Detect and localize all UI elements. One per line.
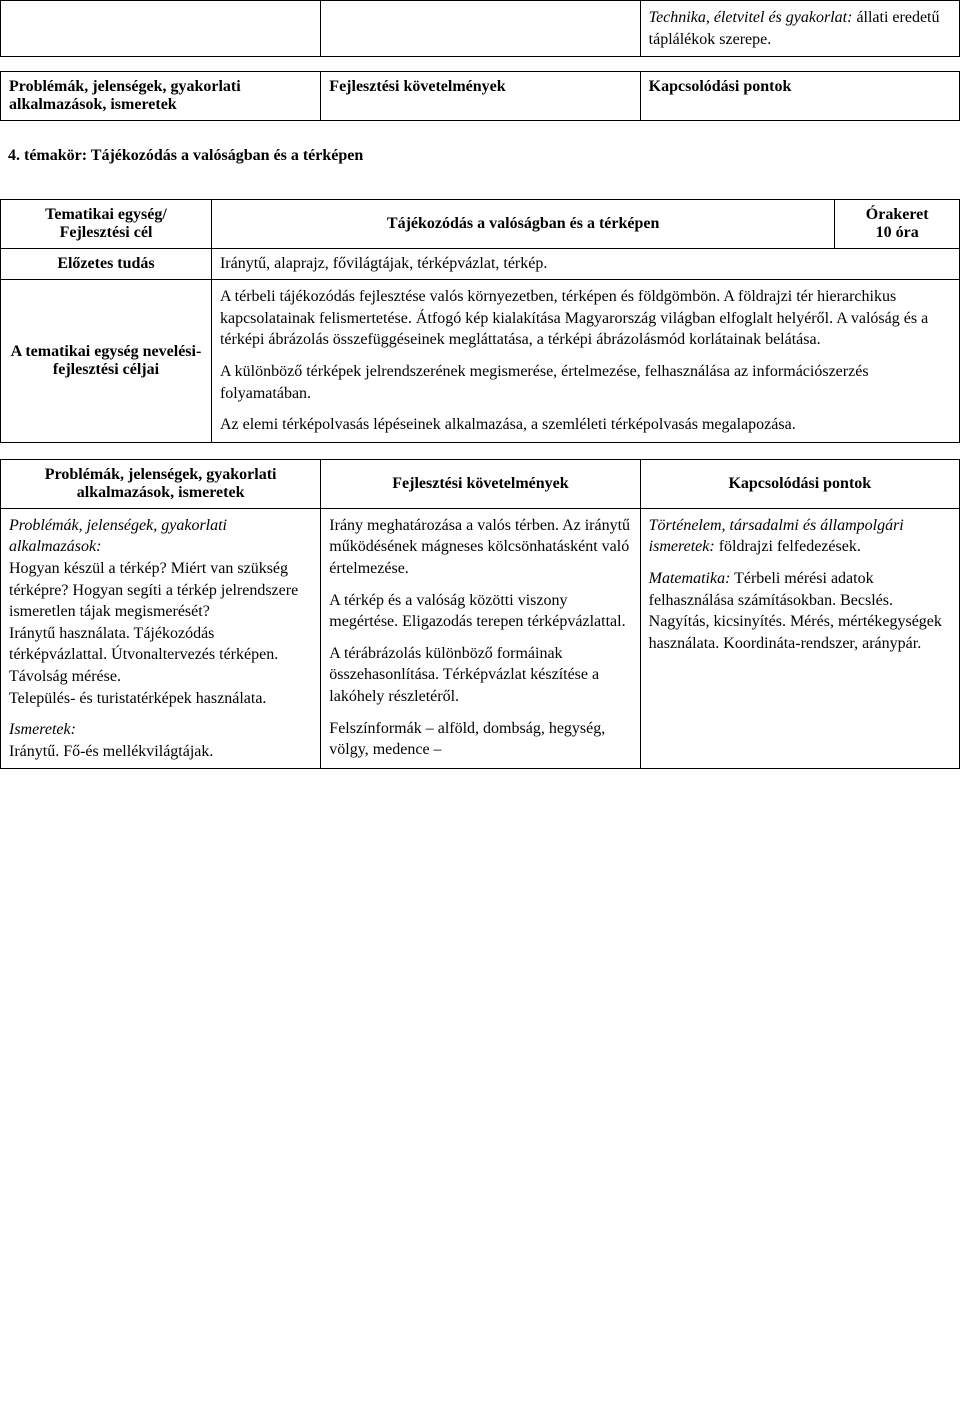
unit-row1-hours-b: 10 óra xyxy=(876,224,919,241)
content-col2-p1: Irány meghatározása a valós térben. Az i… xyxy=(329,515,631,580)
content-col1-body1: Hogyan készül a térkép? Miért van szüksé… xyxy=(9,560,298,620)
content-col2: Irány meghatározása a valós térben. Az i… xyxy=(321,508,640,769)
content-col1-body4: Iránytű. Fő-és mellékvilágtájak. xyxy=(9,743,213,760)
content-col3-p2: Matematika: Térbeli mérési adatok felhas… xyxy=(649,568,951,654)
content-header-3: Kapcsolódási pontok xyxy=(640,459,959,508)
content-col3-rest1: földrajzi felfedezések. xyxy=(715,538,861,555)
header-strip-col3: Kapcsolódási pontok xyxy=(640,72,959,121)
unit-row1-hours: Órakeret 10 óra xyxy=(835,200,960,249)
content-table: Problémák, jelenségek, gyakorlati alkalm… xyxy=(0,459,960,770)
header-strip-col1-text: Problémák, jelenségek, gyakorlati alkalm… xyxy=(9,78,241,113)
unit-row3-p3: Az elemi térképolvasás lépéseinek alkalm… xyxy=(220,414,951,436)
content-col1-body3: Település- és turistatérképek használata… xyxy=(9,690,266,707)
header-strip-col1: Problémák, jelenségek, gyakorlati alkalm… xyxy=(1,72,321,121)
header-strip-col2: Fejlesztési követelmények xyxy=(321,72,640,121)
unit-row3-p1: A térbeli tájékozódás fejlesztése valós … xyxy=(220,286,951,351)
header-strip-col3-text: Kapcsolódási pontok xyxy=(649,78,792,95)
top-table-cell-2 xyxy=(321,1,640,57)
section-heading: 4. témakör: Tájékozódás a valóságban és … xyxy=(0,147,960,165)
content-col1-label2-italic: Ismeretek: xyxy=(9,721,76,738)
content-col1-intro-italic: Problémák, jelenségek, gyakorlati alkalm… xyxy=(9,517,227,556)
header-strip-table: Problémák, jelenségek, gyakorlati alkalm… xyxy=(0,71,960,121)
unit-row1-hours-a: Órakeret xyxy=(866,206,929,223)
unit-row2-label: Előzetes tudás xyxy=(1,249,212,280)
content-header-2: Fejlesztési követelmények xyxy=(321,459,640,508)
unit-row3-p2: A különböző térképek jelrendszerének meg… xyxy=(220,361,951,404)
content-col3: Történelem, társadalmi és állampolgári i… xyxy=(640,508,959,769)
top-table-cell-3-text: Technika, életvitel és gyakorlat: állati… xyxy=(649,7,951,50)
unit-row3-body: A térbeli tájékozódás fejlesztése valós … xyxy=(211,280,959,443)
content-col2-p4: Felszínformák – alföld, dombság, hegység… xyxy=(329,718,631,761)
content-col1-body2: Iránytű használata. Tájékozódás térképvá… xyxy=(9,625,278,685)
content-col2-p3: A térábrázolás különböző formáinak össze… xyxy=(329,643,631,708)
header-strip-col2-text: Fejlesztési követelmények xyxy=(329,78,505,95)
content-col3-italic2: Matematika: xyxy=(649,570,731,587)
top-table-fragment: Technika, életvitel és gyakorlat: állati… xyxy=(0,0,960,57)
content-col3-p1: Történelem, társadalmi és állampolgári i… xyxy=(649,515,951,558)
content-col2-p2: A térkép és a valóság közötti viszony me… xyxy=(329,590,631,633)
unit-row3-label: A tematikai egység nevelési-fejlesztési … xyxy=(1,280,212,443)
unit-row1-title: Tájékozódás a valóságban és a térképen xyxy=(211,200,834,249)
unit-row2-body: Iránytű, alaprajz, fővilágtájak, térképv… xyxy=(211,249,959,280)
top-table-cell-3-italic: Technika, életvitel és gyakorlat: xyxy=(649,9,853,26)
content-col1: Problémák, jelenségek, gyakorlati alkalm… xyxy=(1,508,321,769)
content-col1-p2: Ismeretek: Iránytű. Fő-és mellékvilágtáj… xyxy=(9,719,312,762)
top-table-cell-3: Technika, életvitel és gyakorlat: állati… xyxy=(640,1,959,57)
unit-table: Tematikai egység/ Fejlesztési cél Tájéko… xyxy=(0,199,960,443)
unit-row1-label: Tematikai egység/ Fejlesztési cél xyxy=(1,200,212,249)
content-header-1: Problémák, jelenségek, gyakorlati alkalm… xyxy=(1,459,321,508)
top-table-cell-1 xyxy=(1,1,321,57)
content-col1-p1: Problémák, jelenségek, gyakorlati alkalm… xyxy=(9,515,312,709)
